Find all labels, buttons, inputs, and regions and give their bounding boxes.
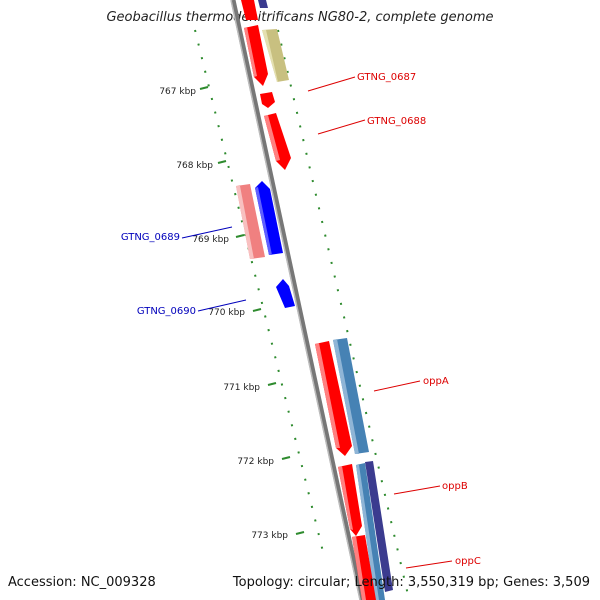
gene-label-gtng-0687[interactable]: GTNG_0687 [357, 72, 416, 83]
cds-top-navy-partial[interactable] [258, 0, 268, 8]
tick-marks [199, 86, 305, 535]
tick-769 [235, 234, 245, 238]
cds-gtng-0687[interactable] [244, 25, 268, 86]
kbp-label-771: 771 kbp [223, 383, 260, 393]
left-dotted-track [194, 29, 326, 561]
kbp-label-767: 767 kbp [159, 87, 196, 97]
tick-772 [281, 456, 291, 460]
genome-backbone [230, 0, 365, 600]
tick-773 [295, 531, 305, 535]
tick-770 [252, 308, 262, 312]
feature-oppB-navy[interactable] [365, 461, 393, 592]
kbp-label-770: 770 kbp [208, 308, 245, 318]
tick-768 [217, 160, 227, 164]
cds-gtng-0689[interactable] [255, 181, 283, 255]
kbp-label-773: 773 kbp [251, 531, 288, 541]
gene-label-oppB[interactable]: oppB [442, 481, 468, 492]
accession-text: Accession: NC_009328 [8, 575, 156, 590]
kbp-label-768: 768 kbp [176, 161, 213, 171]
cds-top-red-partial[interactable] [241, 0, 258, 20]
gene-label-gtng-0690[interactable]: GTNG_0690 [137, 306, 196, 317]
gene-label-gtng-0689[interactable]: GTNG_0689 [121, 232, 180, 243]
genome-summary: Topology: circular; Length: 3,550,319 bp… [232, 575, 590, 590]
gene-label-gtng-0688[interactable]: GTNG_0688 [367, 116, 426, 127]
map-title: Geobacillus thermodenitrificans NG80-2, … [106, 10, 494, 25]
kbp-label-772: 772 kbp [237, 457, 274, 467]
cds-small-red[interactable] [260, 92, 275, 108]
gene-label-oppA[interactable]: oppA [423, 376, 449, 387]
tick-767 [199, 86, 209, 90]
cds-gtng-0690[interactable] [276, 279, 295, 308]
gene-label-oppC[interactable]: oppC [455, 556, 481, 567]
tick-771 [267, 382, 277, 386]
kbp-label-769: 769 kbp [192, 235, 229, 245]
cds-gtng-0689-pink[interactable] [236, 184, 265, 259]
label-connectors [181, 76, 453, 569]
